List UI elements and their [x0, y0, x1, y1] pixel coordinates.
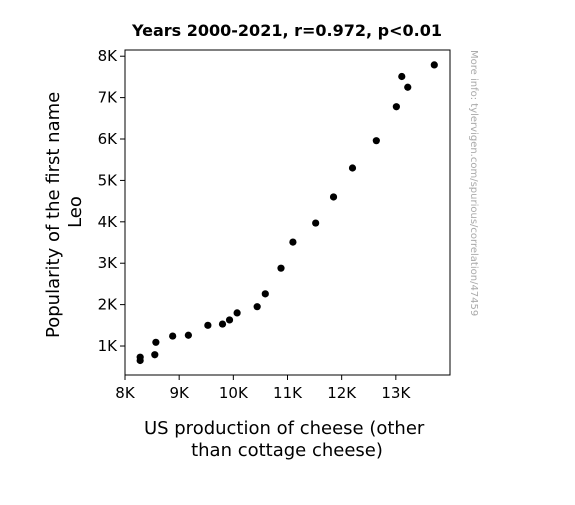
data-point: [398, 72, 406, 81]
y-tick-label: 2K: [98, 296, 119, 314]
data-point: [225, 316, 234, 324]
y-axis-label-line-2: Leo: [65, 196, 86, 228]
data-point: [329, 193, 338, 201]
data-point: [404, 83, 412, 91]
data-point: [152, 338, 160, 346]
data-point: [289, 238, 297, 246]
x-axis-label-line-1: US production of cheese (other: [144, 418, 425, 439]
source-note: More info: tylervigen.com/spurious/corre…: [468, 50, 479, 316]
data-point: [253, 303, 261, 311]
data-point: [184, 331, 192, 339]
y-tick-label: 3K: [98, 254, 119, 272]
data-point: [392, 103, 400, 111]
data-point: [312, 219, 320, 227]
data-points: [136, 61, 438, 365]
y-axis-label-line-1: Popularity of the first name: [43, 92, 64, 338]
x-tick-label: 12K: [327, 384, 357, 402]
data-point: [169, 332, 177, 340]
x-tick-label: 11K: [273, 384, 303, 402]
x-tick-label: 13K: [381, 384, 411, 402]
data-point: [372, 137, 380, 145]
data-point: [233, 309, 241, 317]
data-point: [136, 353, 144, 361]
y-tick-label: 1K: [98, 337, 119, 355]
y-axis-label: Popularity of the first name Leo: [43, 86, 86, 338]
x-axis: 8K 9K 10K 11K 12K 13K: [115, 375, 411, 402]
data-point: [430, 61, 438, 69]
y-tick-label: 4K: [98, 213, 119, 231]
y-tick-label: 5K: [98, 171, 119, 189]
data-point: [277, 264, 285, 272]
data-point: [218, 320, 227, 328]
x-tick-label: 8K: [115, 384, 136, 402]
data-point: [261, 290, 269, 298]
data-point: [204, 321, 212, 329]
x-tick-label: 9K: [169, 384, 190, 402]
plot-area: [124, 49, 451, 376]
data-point: [151, 351, 159, 359]
x-axis-label: US production of cheese (other than cott…: [144, 418, 430, 461]
data-point: [348, 164, 357, 172]
chart-title: Years 2000-2021, r=0.972, p<0.01: [131, 21, 442, 40]
x-axis-label-line-2: than cottage cheese): [191, 440, 383, 461]
y-tick-label: 7K: [98, 89, 119, 107]
y-tick-label: 8K: [98, 47, 119, 65]
y-axis: 1K 2K 3K 4K 5K 6K 7K 8K: [98, 47, 125, 355]
x-tick-label: 10K: [219, 384, 249, 402]
y-tick-label: 6K: [98, 130, 119, 148]
